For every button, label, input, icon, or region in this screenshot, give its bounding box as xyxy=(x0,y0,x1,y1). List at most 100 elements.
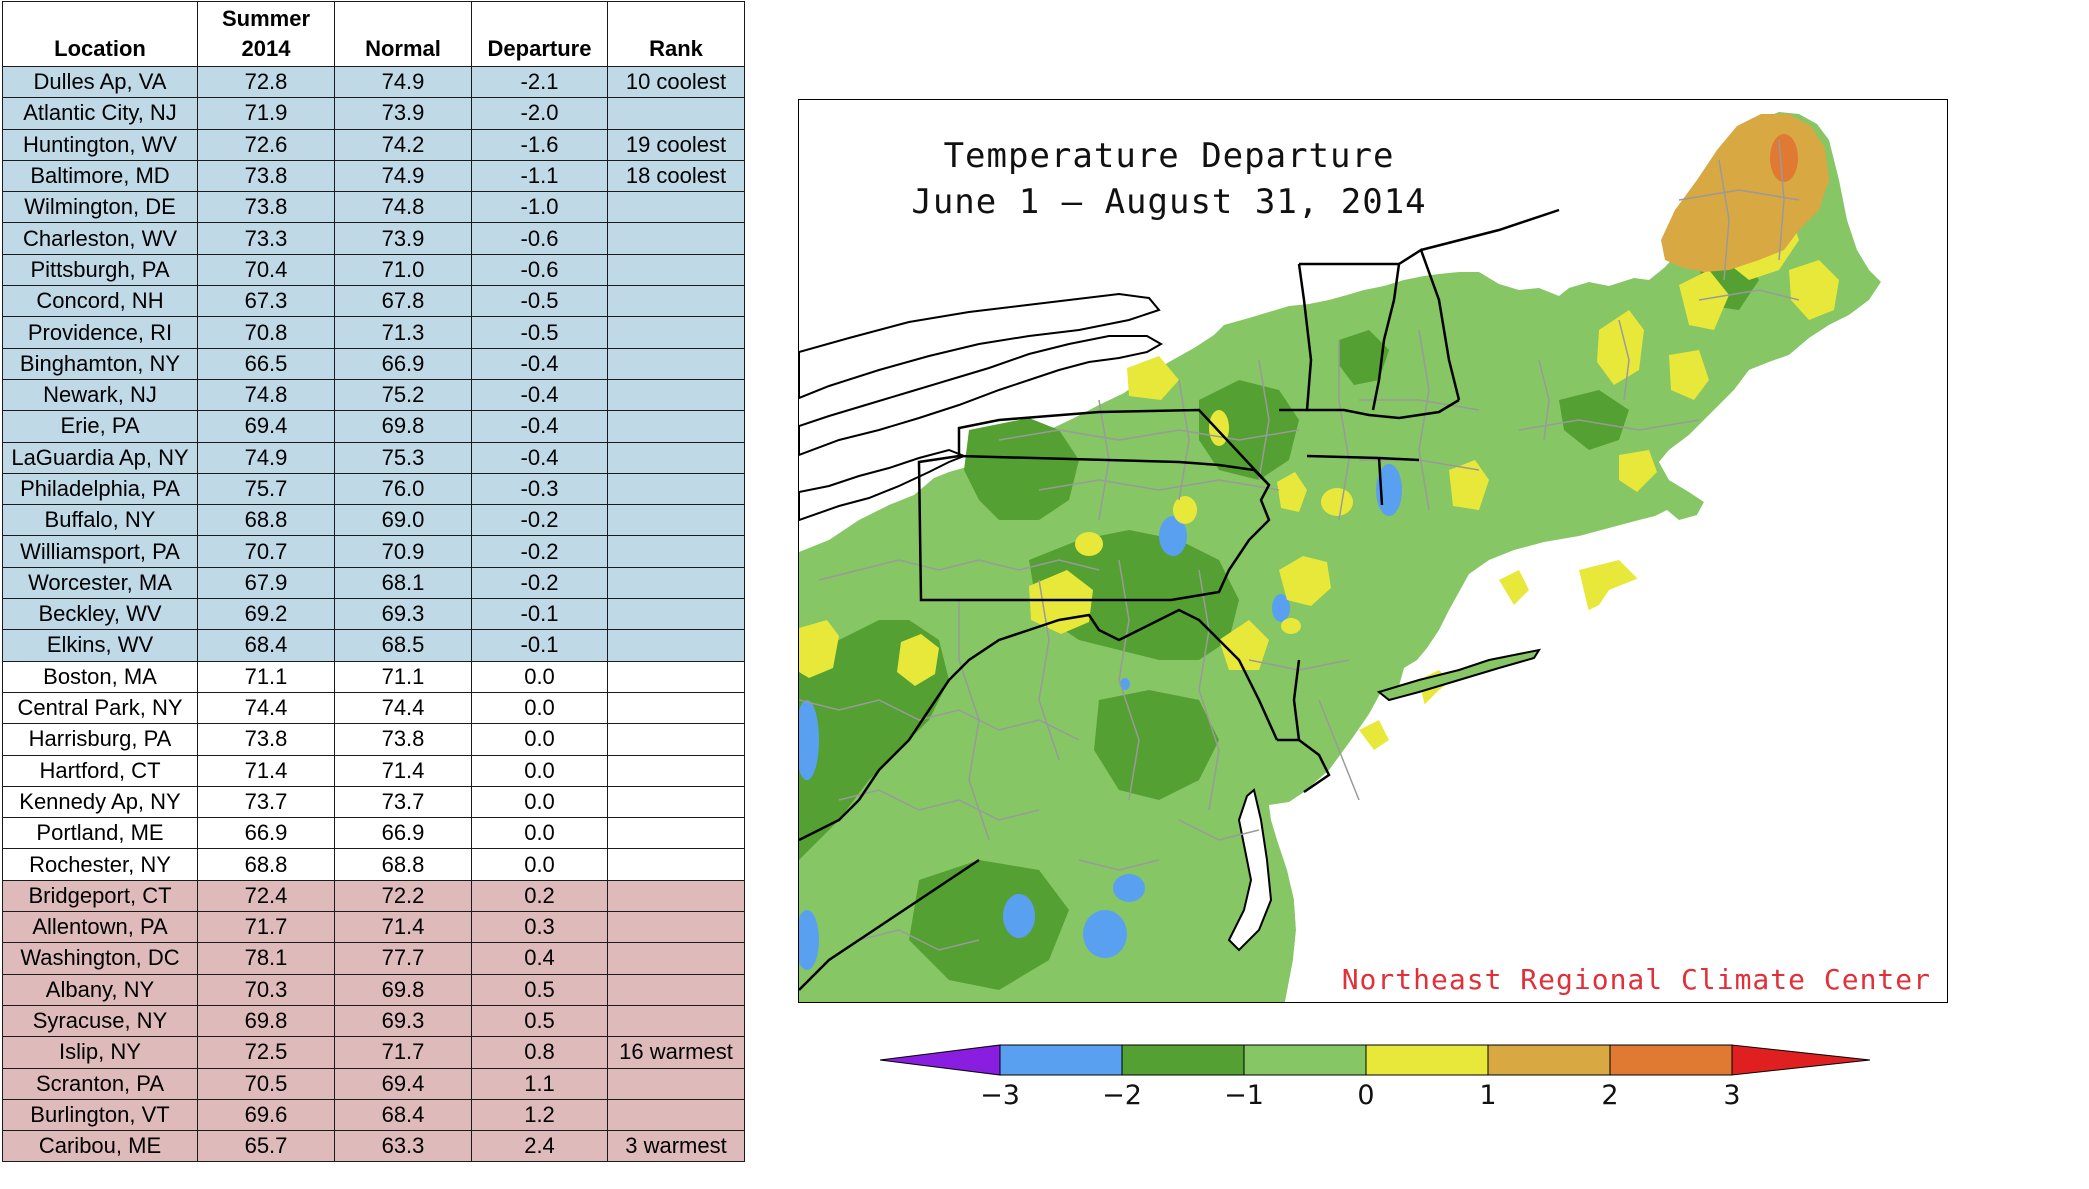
table-row: Binghamton, NY 66.5 66.9 -0.4 xyxy=(2,347,745,380)
map-credit-label: Northeast Regional Climate Center xyxy=(1341,963,1931,996)
cell-summer: 73.8 xyxy=(197,191,335,224)
table-row: Erie, PA 69.4 69.8 -0.4 xyxy=(2,410,745,443)
table-row: Baltimore, MD 73.8 74.9 -1.1 18 coolest xyxy=(2,159,745,193)
table-row: Worcester, MA 67.9 68.1 -0.2 xyxy=(2,566,745,600)
cell-normal: 75.3 xyxy=(334,441,472,474)
anomaly-minus3-to-minus2 xyxy=(799,464,1402,970)
legend-swatch-2-3 xyxy=(1609,1044,1733,1076)
cell-summer: 68.4 xyxy=(197,629,335,662)
cell-rank: 19 coolest xyxy=(607,128,745,161)
cell-location: Concord, NH xyxy=(2,285,198,318)
cell-rank xyxy=(607,629,745,662)
lake-erie xyxy=(799,292,1161,400)
legend-label-1: 1 xyxy=(1479,1080,1497,1111)
cell-rank xyxy=(607,347,745,380)
cell-summer: 71.7 xyxy=(197,911,335,944)
cell-summer: 73.3 xyxy=(197,222,335,255)
cell-rank xyxy=(607,410,745,443)
cell-rank xyxy=(607,1067,745,1100)
cell-rank: 18 coolest xyxy=(607,159,745,193)
cell-summer: 72.5 xyxy=(197,1036,335,1069)
cell-rank xyxy=(607,848,745,881)
cell-location: Boston, MA xyxy=(2,660,198,693)
cell-normal: 69.4 xyxy=(334,1067,472,1100)
cell-rank xyxy=(607,911,745,944)
cell-summer: 66.5 xyxy=(197,347,335,380)
cell-normal: 70.9 xyxy=(334,535,472,568)
lake-ontario xyxy=(799,335,1164,457)
cell-departure: 0.0 xyxy=(471,848,608,881)
cell-normal: 68.4 xyxy=(334,1098,472,1132)
cell-summer: 67.3 xyxy=(197,285,335,318)
cell-rank xyxy=(607,441,745,474)
cell-normal: 72.2 xyxy=(334,879,472,913)
cell-normal: 66.9 xyxy=(334,347,472,380)
cell-rank xyxy=(607,817,745,850)
cell-summer: 78.1 xyxy=(197,942,335,975)
cell-summer: 68.8 xyxy=(197,504,335,537)
cell-departure: 0.0 xyxy=(471,754,608,787)
legend-label-3: 3 xyxy=(1723,1080,1741,1111)
cell-departure: 0.0 xyxy=(471,723,608,756)
legend-label-2: 2 xyxy=(1601,1080,1619,1111)
header-summer-2014: Summer 2014 xyxy=(197,1,335,67)
cell-location: Bridgeport, CT xyxy=(2,879,198,913)
cell-location: Baltimore, MD xyxy=(2,159,198,193)
cell-location: Hartford, CT xyxy=(2,754,198,787)
cell-rank xyxy=(607,723,745,756)
cell-location: Buffalo, NY xyxy=(2,504,198,537)
cell-departure: 0.2 xyxy=(471,879,608,913)
cell-rank xyxy=(607,1004,745,1038)
cell-normal: 77.7 xyxy=(334,942,472,975)
cell-location: Kennedy Ap, NY xyxy=(2,785,198,819)
table-row: Scranton, PA 70.5 69.4 1.1 xyxy=(2,1067,745,1100)
cell-departure: -1.6 xyxy=(471,128,608,161)
table-row: Wilmington, DE 73.8 74.8 -1.0 xyxy=(2,191,745,224)
cell-departure: -0.2 xyxy=(471,535,608,568)
cell-summer: 74.9 xyxy=(197,441,335,474)
cell-normal: 75.2 xyxy=(334,378,472,412)
cell-summer: 71.1 xyxy=(197,660,335,693)
cell-normal: 74.9 xyxy=(334,159,472,193)
cell-normal: 69.8 xyxy=(334,410,472,443)
cell-departure: -2.0 xyxy=(471,97,608,130)
cell-normal: 71.3 xyxy=(334,316,472,349)
cell-summer: 69.4 xyxy=(197,410,335,443)
cell-rank xyxy=(607,285,745,318)
legend-label-0: 0 xyxy=(1357,1080,1375,1111)
cell-normal: 66.9 xyxy=(334,817,472,850)
cell-departure: 0.5 xyxy=(471,1004,608,1038)
table-row: Central Park, NY 74.4 74.4 0.0 xyxy=(2,691,745,725)
cell-departure: -0.5 xyxy=(471,316,608,349)
table-row: Syracuse, NY 69.8 69.3 0.5 xyxy=(2,1004,745,1038)
table-row: Albany, NY 70.3 69.8 0.5 xyxy=(2,973,745,1006)
cell-rank xyxy=(607,598,745,631)
cell-summer: 73.8 xyxy=(197,723,335,756)
cell-departure: 1.1 xyxy=(471,1067,608,1100)
legend-colorbar xyxy=(879,1044,1871,1076)
cell-departure: 0.0 xyxy=(471,660,608,693)
cell-summer: 73.7 xyxy=(197,785,335,819)
cell-normal: 73.7 xyxy=(334,785,472,819)
cell-location: Scranton, PA xyxy=(2,1067,198,1100)
cell-location: Pittsburgh, PA xyxy=(2,253,198,287)
cell-departure: -0.1 xyxy=(471,629,608,662)
cell-rank xyxy=(607,1098,745,1132)
cell-summer: 72.6 xyxy=(197,128,335,161)
cell-location: Elkins, WV xyxy=(2,629,198,662)
cell-rank xyxy=(607,504,745,537)
cell-departure: 0.3 xyxy=(471,911,608,944)
cell-location: Erie, PA xyxy=(2,410,198,443)
legend-swatch-1-2 xyxy=(1487,1044,1611,1076)
table-row: Allentown, PA 71.7 71.4 0.3 xyxy=(2,911,745,944)
cell-summer: 70.4 xyxy=(197,253,335,287)
table-row: Hartford, CT 71.4 71.4 0.0 xyxy=(2,754,745,787)
cell-location: Portland, ME xyxy=(2,817,198,850)
lake-erie-west xyxy=(799,448,967,522)
table-row: Philadelphia, PA 75.7 76.0 -0.3 xyxy=(2,472,745,506)
header-departure: Departure xyxy=(471,1,608,67)
table-row: Bridgeport, CT 72.4 72.2 0.2 xyxy=(2,879,745,913)
temperature-departure-map: Temperature Departure June 1 — August 31… xyxy=(798,99,1948,1003)
cell-location: Wilmington, DE xyxy=(2,191,198,224)
cell-location: Dulles Ap, VA xyxy=(2,65,198,99)
